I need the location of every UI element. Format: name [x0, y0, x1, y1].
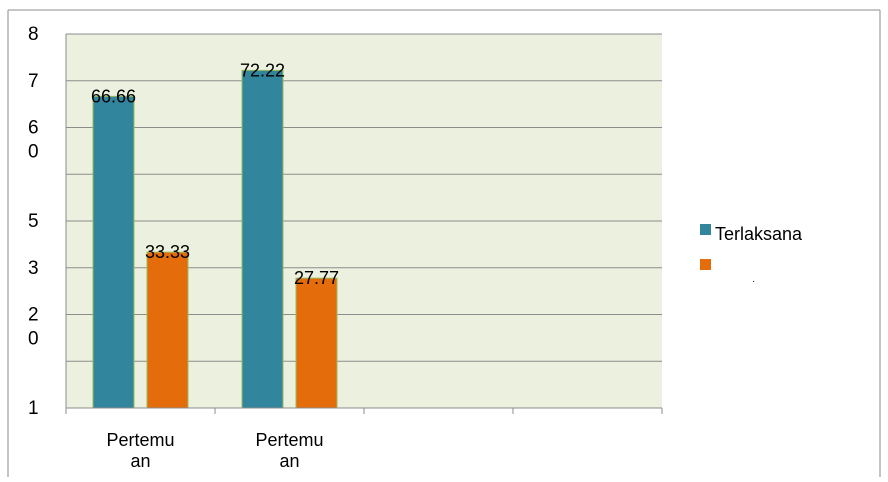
- x-category-label: Pertemu an: [255, 430, 323, 471]
- legend-swatch-terlaksana: [700, 224, 711, 235]
- legend-label-series-2-fragment: ·: [752, 276, 755, 287]
- y-tick-label: 8: [28, 24, 39, 45]
- y-tick-label: 5: [28, 211, 39, 232]
- bars-group: [92, 69, 338, 409]
- y-tick-label: 3: [28, 258, 39, 279]
- data-label: 33.33: [145, 242, 190, 262]
- y-tick-label: 1: [28, 398, 39, 419]
- bar-terlaksana-2: [241, 69, 284, 409]
- y-tick-label: 7: [28, 71, 39, 92]
- legend: Terlaksana ·: [700, 224, 803, 287]
- data-label: 66.66: [91, 86, 136, 106]
- data-label: 72.22: [240, 60, 285, 80]
- y-tick-labels: 8 7 6 0 5 3 2 0 1: [28, 24, 39, 419]
- data-label: 27.77: [294, 268, 339, 288]
- legend-swatch-series-2: [700, 259, 711, 270]
- x-category-label: Pertemu an: [106, 430, 174, 471]
- bar-series-2-1: [146, 251, 189, 409]
- bar-series-2-2: [295, 277, 338, 409]
- bar-terlaksana-1: [92, 95, 135, 409]
- data-labels-group: 66.66 72.22 33.33 27.77: [91, 60, 339, 288]
- x-tick-marks: [65, 408, 663, 414]
- legend-label-terlaksana: Terlaksana: [715, 224, 803, 244]
- x-category-labels: Pertemu an Pertemu an: [106, 430, 323, 471]
